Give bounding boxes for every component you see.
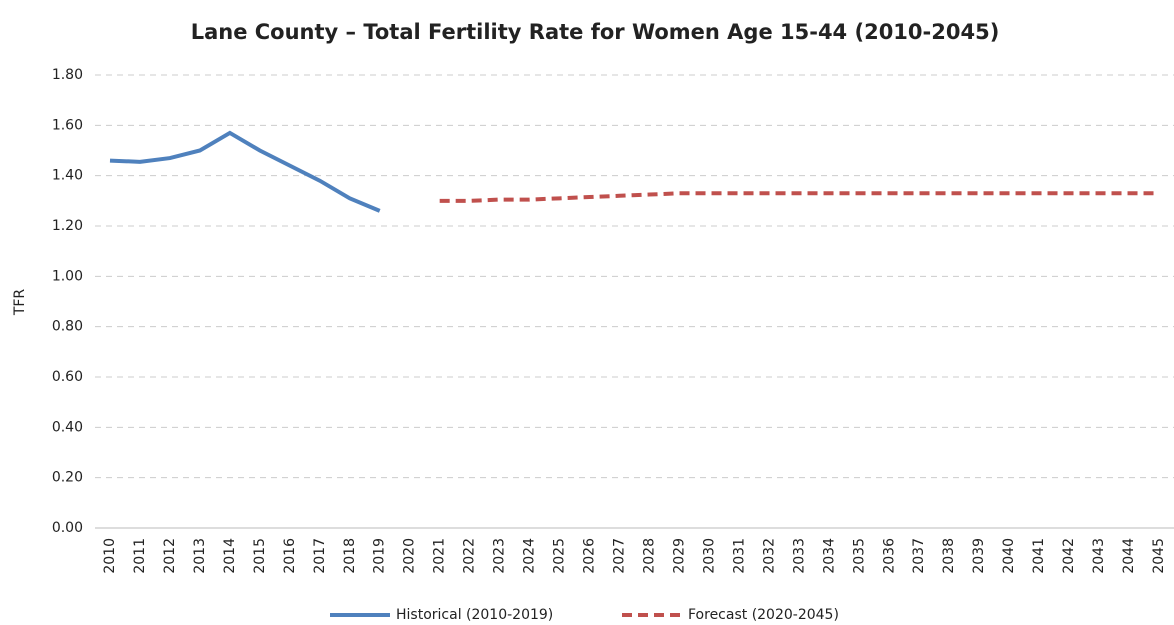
y-tick-label: 1.60: [52, 117, 83, 133]
y-tick-label: 1.40: [52, 168, 83, 184]
x-tick-label: 2029: [671, 538, 687, 574]
x-tick-label: 2018: [342, 538, 358, 574]
x-tick-label: 2044: [1121, 538, 1137, 574]
x-tick-label: 2028: [641, 538, 657, 574]
x-tick-label: 2021: [432, 538, 448, 574]
x-tick-label: 2013: [192, 538, 208, 574]
x-tick-label: 2026: [582, 538, 598, 574]
x-tick-label: 2045: [1151, 538, 1167, 574]
series-line: [109, 130, 381, 213]
y-tick-label: 0.60: [52, 369, 83, 385]
x-tick-label: 2034: [821, 538, 837, 574]
x-tick-label: 2041: [1031, 538, 1047, 574]
x-tick-label: 2014: [222, 538, 238, 574]
legend-label: Historical (2010-2019): [396, 607, 553, 623]
y-tick-label: 1.80: [52, 67, 83, 83]
x-tick-label: 2040: [1001, 538, 1017, 574]
x-tick-label: 2033: [791, 538, 807, 574]
y-tick-label: 1.20: [52, 218, 83, 234]
y-tick-label: 0.00: [52, 520, 83, 536]
x-tick-label: 2016: [282, 538, 298, 574]
y-tick-label: 1.00: [52, 268, 83, 284]
x-tick-label: 2036: [881, 538, 897, 574]
x-tick-label: 2042: [1061, 538, 1077, 574]
chart-title: Lane County – Total Fertility Rate for W…: [191, 20, 1000, 44]
x-tick-label: 2035: [851, 538, 867, 574]
x-tick-label: 2030: [701, 538, 717, 574]
y-tick-label: 0.20: [52, 470, 83, 486]
x-tick-label: 2019: [372, 538, 388, 574]
x-tick-label: 2039: [971, 538, 987, 574]
x-tick-label: 2010: [102, 538, 118, 574]
x-tick-label: 2012: [162, 538, 178, 574]
x-tick-label: 2027: [612, 538, 628, 574]
x-tick-label: 2020: [402, 538, 418, 574]
x-tick-label: 2031: [731, 538, 747, 574]
y-axis-title: TFR: [12, 289, 28, 317]
legend-label: Forecast (2020-2045): [688, 607, 839, 623]
series-line: [439, 191, 1160, 203]
x-tick-label: 2032: [761, 538, 777, 574]
x-tick-label: 2023: [492, 538, 508, 574]
x-tick-label: 2022: [462, 538, 478, 574]
x-tick-label: 2038: [941, 538, 957, 574]
x-tick-label: 2024: [522, 538, 538, 574]
x-tick-label: 2011: [132, 538, 148, 574]
y-tick-label: 0.80: [52, 319, 83, 335]
x-tick-label: 2025: [552, 538, 568, 574]
y-tick-label: 0.40: [52, 419, 83, 435]
x-tick-label: 2015: [252, 538, 268, 574]
x-tick-label: 2043: [1091, 538, 1107, 574]
x-tick-label: 2017: [312, 538, 328, 574]
x-tick-label: 2037: [911, 538, 927, 574]
